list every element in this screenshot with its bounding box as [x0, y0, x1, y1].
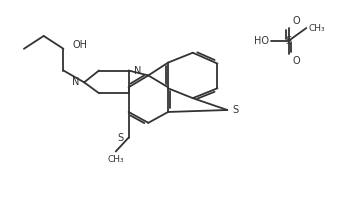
Text: CH₃: CH₃: [107, 155, 124, 164]
Text: O: O: [292, 16, 300, 26]
Text: S: S: [285, 36, 292, 46]
Text: O: O: [292, 56, 300, 66]
Text: S: S: [118, 133, 124, 143]
Text: OH: OH: [72, 40, 87, 50]
Text: HO: HO: [254, 36, 269, 46]
Text: S: S: [232, 105, 238, 115]
Text: CH₃: CH₃: [308, 24, 325, 33]
Text: N: N: [72, 77, 79, 87]
Text: N: N: [134, 65, 141, 76]
